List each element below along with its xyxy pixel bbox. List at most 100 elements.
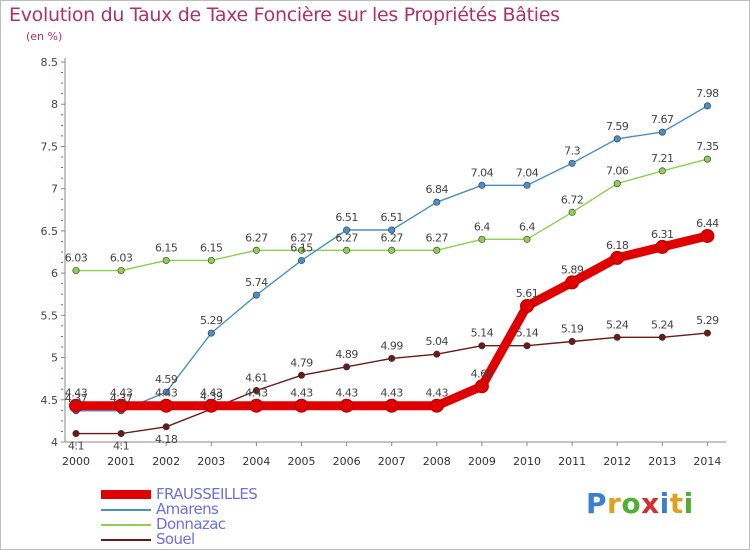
data-point — [478, 181, 486, 189]
data-point — [433, 350, 441, 358]
data-point — [610, 250, 625, 265]
y-tick-label: 6.5 — [41, 225, 59, 238]
data-label: 5.89 — [561, 263, 584, 276]
data-point — [343, 246, 351, 254]
data-point — [388, 226, 396, 234]
data-label: 4.1 — [113, 440, 129, 453]
logo-letter: r — [607, 487, 622, 520]
data-label: 4.18 — [155, 433, 178, 446]
data-point — [655, 239, 670, 254]
data-label: 6.27 — [335, 231, 358, 244]
x-tick-label: 2013 — [648, 455, 676, 468]
data-label: 6.27 — [245, 231, 268, 244]
data-label: 7.21 — [651, 152, 674, 165]
x-tick-label: 2012 — [603, 455, 631, 468]
legend-label: Amarens — [156, 500, 219, 518]
data-point — [249, 398, 264, 413]
legend-swatch — [101, 539, 151, 541]
data-label: 4.43 — [245, 387, 268, 400]
data-label: 5.29 — [200, 314, 223, 327]
data-point — [613, 333, 621, 341]
x-tick-label: 2001 — [107, 455, 135, 468]
data-point — [478, 235, 486, 243]
data-label: 4.43 — [110, 387, 133, 400]
y-unit-label: (en %) — [26, 30, 63, 43]
data-label: 5.24 — [606, 318, 629, 331]
y-tick-label: 5 — [51, 352, 58, 365]
data-point — [433, 198, 441, 206]
data-point — [478, 342, 486, 350]
data-point — [117, 430, 125, 438]
x-tick-label: 2011 — [558, 455, 586, 468]
y-tick-label: 8 — [51, 98, 58, 111]
data-point — [114, 398, 129, 413]
data-label: 6.03 — [65, 252, 88, 265]
data-label: 4.43 — [380, 387, 403, 400]
data-label: 6.51 — [335, 211, 358, 224]
data-label: 5.24 — [651, 318, 674, 331]
y-tick-label: 5.5 — [41, 309, 59, 322]
data-point — [159, 398, 174, 413]
data-point — [429, 398, 444, 413]
data-point — [72, 267, 80, 275]
data-label: 4.37 — [110, 392, 133, 405]
data-point — [703, 155, 711, 163]
data-label: 7.98 — [696, 87, 719, 100]
logo-letter: P — [586, 487, 608, 520]
data-label: 7.06 — [606, 165, 629, 178]
data-label: 4.39 — [200, 390, 223, 403]
data-point — [207, 256, 215, 264]
data-point — [613, 135, 621, 143]
logo-letter: x — [641, 487, 660, 520]
data-label: 6.4 — [474, 220, 490, 233]
data-point — [703, 102, 711, 110]
data-label: 4.99 — [380, 339, 403, 352]
data-point — [297, 256, 305, 264]
data-point — [658, 333, 666, 341]
data-point — [568, 159, 576, 167]
legend-swatch — [101, 490, 151, 499]
data-label: 5.14 — [471, 327, 494, 340]
chart-title: Evolution du Taux de Taxe Foncière sur l… — [9, 4, 560, 26]
data-point — [252, 291, 260, 299]
data-label: 6.15 — [155, 241, 178, 254]
data-label: 6.31 — [651, 228, 674, 241]
data-point — [207, 329, 215, 337]
data-point — [523, 235, 531, 243]
data-label: 6.27 — [290, 231, 313, 244]
x-tick-label: 2010 — [513, 455, 541, 468]
data-point — [252, 246, 260, 254]
data-label: 6.03 — [110, 252, 133, 265]
data-label: 4.79 — [290, 356, 313, 369]
x-tick-label: 2005 — [288, 455, 316, 468]
data-label: 6.72 — [561, 193, 584, 206]
data-label: 4.61 — [245, 371, 268, 384]
data-point — [69, 398, 83, 413]
logo-letter: t — [669, 487, 684, 520]
data-point — [523, 342, 531, 350]
data-label: 6.44 — [696, 217, 719, 230]
x-tick-label: 2014 — [693, 455, 721, 468]
data-label: 6.4 — [519, 220, 535, 233]
data-point — [297, 246, 305, 254]
data-point — [339, 398, 354, 413]
data-point — [294, 398, 309, 413]
data-label: 6.51 — [380, 211, 403, 224]
x-tick-label: 2006 — [333, 455, 361, 468]
data-label: 5.29 — [696, 314, 719, 327]
data-point — [568, 208, 576, 216]
data-point — [162, 256, 170, 264]
data-point — [388, 354, 396, 362]
data-label: 5.61 — [516, 287, 539, 300]
data-point — [658, 128, 666, 136]
legend-label: Souel — [156, 530, 195, 548]
y-tick-label: 4 — [51, 436, 58, 449]
legend-label: FRAUSSEILLES — [156, 485, 258, 503]
data-label: 4.43 — [200, 387, 223, 400]
data-point — [343, 363, 351, 371]
data-point — [433, 246, 441, 254]
data-label: 5.04 — [426, 335, 449, 348]
data-point — [700, 228, 715, 243]
data-point — [565, 275, 580, 290]
